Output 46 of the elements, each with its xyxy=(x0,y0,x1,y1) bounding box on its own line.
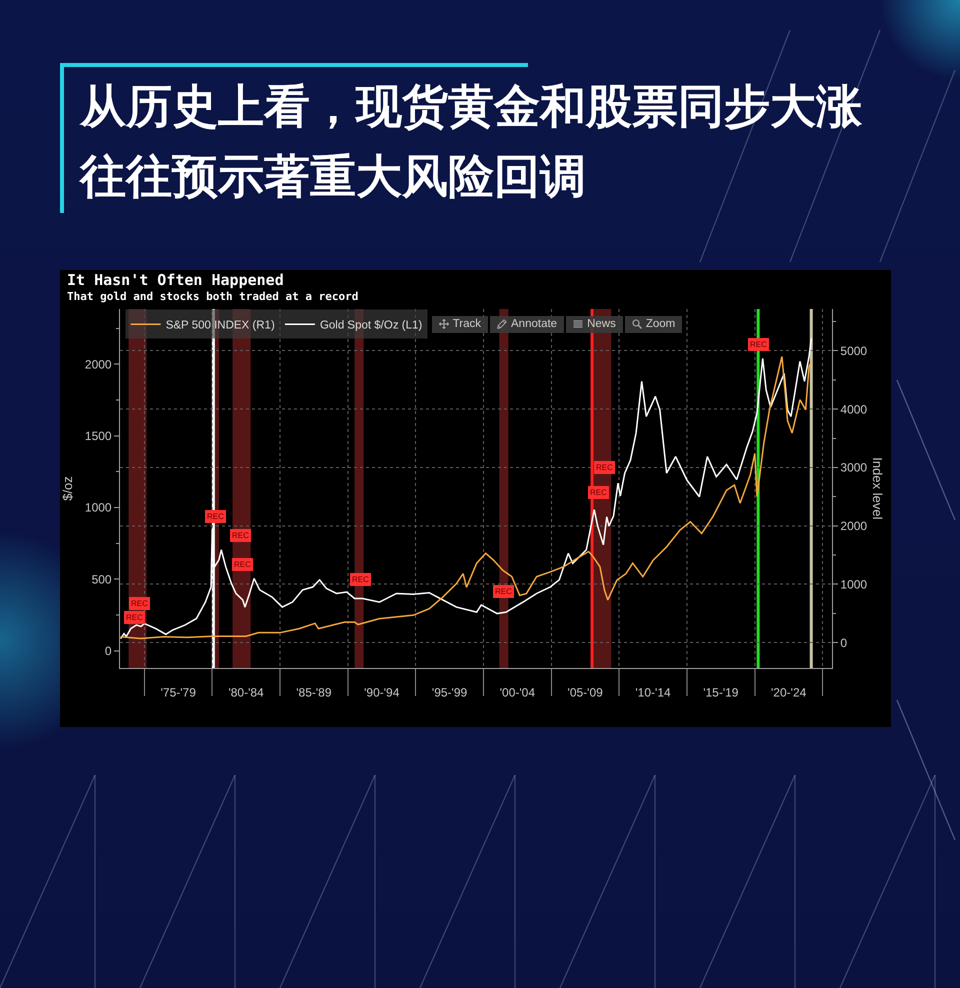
y2-axis-title: Index level xyxy=(870,457,886,520)
annotation: REC xyxy=(232,531,250,540)
chart-title: 从历史上看，现货黄金和股票同步大涨往往预示著重大风险回调 xyxy=(80,78,863,205)
annotation: REC xyxy=(495,587,512,596)
annotation: REC xyxy=(352,575,370,584)
y2-tick-label: 3000 xyxy=(840,460,868,475)
x-tick-label: '20-'24 xyxy=(771,685,807,700)
annotation: News xyxy=(587,318,616,330)
x-tick-label: '10-'14 xyxy=(635,685,671,700)
x-tick-label: '05-'09 xyxy=(568,685,604,700)
chart-subtitle: It Hasn't Often Happened xyxy=(67,271,284,289)
annotation: REC xyxy=(596,463,614,472)
annotation: Annotate xyxy=(511,318,558,330)
y-axis-title: $/oz xyxy=(60,476,75,501)
y2-tick-label: 4000 xyxy=(840,402,868,416)
y-tick-label: 1000 xyxy=(84,500,112,515)
x-tick-label: '00-'04 xyxy=(500,685,536,700)
annotation: REC xyxy=(750,340,768,349)
text: That gold and stocks both traded at a record xyxy=(67,290,358,303)
y-tick-label: 500 xyxy=(92,572,112,586)
toolbar-button: Zoom xyxy=(624,316,682,333)
annotation: REC xyxy=(131,599,148,608)
x-tick-label: '90-'94 xyxy=(364,685,400,700)
toolbar-button: Annotate xyxy=(490,316,564,333)
x-tick-label: '95-'99 xyxy=(432,685,468,700)
y2-tick-label: 2000 xyxy=(840,519,868,534)
x-tick-label: '15-'19 xyxy=(703,685,739,700)
annotation: Track xyxy=(452,318,482,330)
toolbar-button: Track xyxy=(432,316,488,333)
y-tick-label: 0 xyxy=(104,644,112,658)
x-tick-label: '75-'79 xyxy=(160,685,196,700)
legend-label: S&P 500 INDEX (R1) xyxy=(166,320,275,332)
x-tick-label: '80-'84 xyxy=(228,685,264,700)
annotation: REC xyxy=(207,512,224,521)
annotation: REC xyxy=(126,613,144,622)
annotation: REC xyxy=(590,488,608,497)
y2-tick-label: 0 xyxy=(840,636,848,650)
y-tick-label: 2000 xyxy=(84,357,112,372)
legend-label: Gold Spot $/Oz (L1) xyxy=(320,320,422,332)
y2-tick-label: 5000 xyxy=(840,344,868,358)
y-tick-label: 1500 xyxy=(84,429,112,444)
annotation: Zoom xyxy=(646,318,676,330)
annotation: REC xyxy=(234,560,252,569)
x-tick-label: '85-'89 xyxy=(296,685,332,700)
y2-tick-label: 1000 xyxy=(840,577,868,592)
toolbar-button: News xyxy=(566,316,623,333)
